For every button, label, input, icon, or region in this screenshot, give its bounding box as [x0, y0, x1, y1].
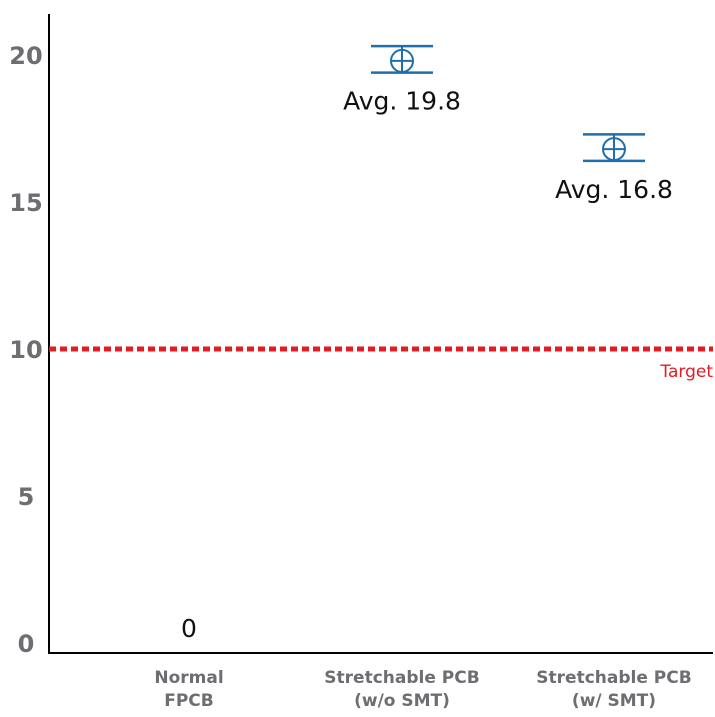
- data-label: 0: [181, 614, 197, 643]
- data-label: Avg. 19.8: [343, 87, 461, 116]
- x-tick-label: Normal FPCB: [154, 668, 223, 711]
- data-point: [583, 133, 645, 163]
- data-point: [371, 44, 433, 74]
- data-label: Avg. 16.8: [555, 175, 673, 204]
- y-tick-label: 0: [18, 630, 35, 658]
- x-tick-label: Stretchable PCB (w/ SMT): [536, 668, 691, 711]
- y-tick-label: 15: [9, 189, 42, 217]
- x-tick-label: Stretchable PCB (w/o SMT): [324, 668, 479, 711]
- y-tick-label: 10: [9, 336, 42, 364]
- target-label: Target: [659, 362, 713, 382]
- y-tick-label: 20: [9, 42, 42, 70]
- y-tick-label: 5: [18, 483, 35, 511]
